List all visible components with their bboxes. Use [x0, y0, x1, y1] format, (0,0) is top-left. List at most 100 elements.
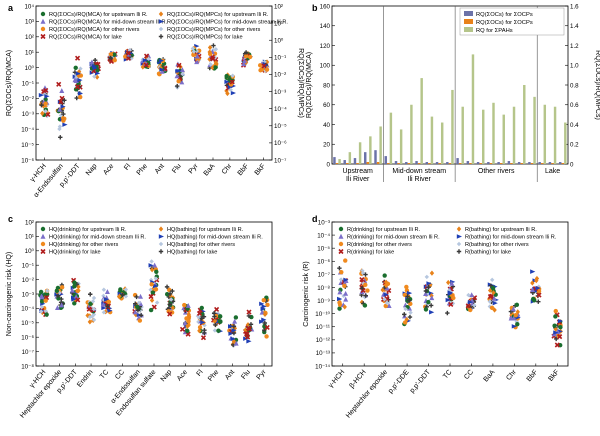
data-point — [69, 287, 75, 293]
data-point — [446, 279, 451, 286]
y-tick-label: 10⁻⁸ — [21, 363, 34, 370]
data-point — [445, 310, 450, 316]
legend-label: RQ(ΣOCs)/RQ(MCA) for lake — [49, 35, 122, 41]
data-point — [38, 309, 44, 314]
y2-tick-label: 10⁻⁷ — [274, 157, 286, 164]
data-point — [176, 62, 182, 68]
y-tick-label: 10² — [25, 34, 34, 41]
data-point — [337, 306, 342, 311]
data-point — [149, 297, 155, 303]
data-point — [554, 342, 560, 348]
data-point — [44, 312, 49, 317]
data-point — [54, 288, 60, 294]
data-point — [199, 305, 204, 311]
data-point — [362, 303, 368, 308]
data-point — [536, 292, 542, 298]
data-point — [158, 226, 164, 232]
data-point — [231, 330, 237, 336]
data-point — [211, 43, 216, 48]
category-label: Phe — [136, 163, 149, 177]
data-point — [338, 277, 344, 282]
data-point — [405, 294, 410, 299]
data-point — [247, 54, 253, 60]
data-point — [227, 84, 233, 90]
bar-ocps-mca — [487, 162, 490, 164]
bar-ocps-mpcs — [366, 162, 370, 164]
data-point — [456, 234, 462, 239]
data-point — [557, 318, 564, 324]
data-point — [212, 311, 217, 316]
data-point — [243, 327, 248, 333]
legend-label: HQ(bathing) for upstream Ili R. — [167, 227, 244, 233]
data-point — [513, 312, 518, 318]
data-point — [342, 304, 347, 310]
bar-ocps-mca — [548, 162, 552, 164]
data-point — [153, 287, 159, 292]
bar-pahs — [399, 129, 403, 164]
data-point — [428, 303, 434, 308]
legend-label: R(bathing) for mid-down stream Ili R. — [465, 235, 557, 241]
category-label: Ace — [102, 163, 115, 177]
bar-pahs — [482, 109, 485, 164]
data-point — [553, 336, 559, 342]
data-point — [553, 330, 559, 335]
data-point — [246, 313, 252, 319]
y-axis-label: RQ(ΣOCs)/RQ(MCA) — [306, 52, 313, 118]
data-point — [91, 306, 97, 312]
data-point — [338, 241, 344, 247]
data-point — [180, 71, 185, 77]
bar-ocps-mca — [425, 162, 429, 164]
data-point — [217, 314, 223, 319]
data-point — [45, 111, 51, 117]
bar-pahs — [543, 104, 547, 164]
data-point — [143, 62, 149, 68]
data-point — [170, 305, 176, 311]
y2-tick-label: 10² — [274, 3, 283, 10]
data-point — [264, 334, 269, 339]
data-point — [488, 283, 494, 288]
data-point — [224, 73, 229, 79]
data-point — [59, 285, 65, 290]
y-tick-label: 10⁻¹⁴ — [315, 363, 330, 370]
data-point — [449, 280, 455, 286]
data-point — [149, 267, 155, 273]
data-point — [230, 336, 236, 342]
data-point — [246, 309, 252, 315]
data-point — [44, 94, 50, 99]
bar-ocps-mca — [364, 152, 367, 164]
y2-tick-label: 0.6 — [570, 102, 579, 109]
data-point — [218, 319, 223, 325]
panel-label: d — [312, 214, 318, 224]
data-point — [86, 306, 92, 312]
data-point — [125, 50, 132, 56]
data-point — [423, 291, 429, 297]
legend-swatch — [464, 19, 473, 24]
data-point — [61, 111, 66, 117]
data-point — [170, 288, 175, 294]
y-tick-label: 10⁻⁵ — [21, 142, 34, 149]
bar-ocps-mpcs — [346, 163, 349, 164]
data-point — [149, 259, 154, 264]
data-point — [363, 293, 368, 298]
data-point — [57, 126, 62, 132]
data-point — [40, 18, 46, 24]
data-point — [158, 234, 164, 239]
data-point — [59, 302, 65, 308]
y-tick-label: 10⁻⁴ — [21, 127, 34, 134]
y-tick-label: 40 — [323, 122, 330, 129]
data-point — [179, 79, 185, 85]
data-point — [260, 306, 266, 311]
bar-ocps-mpcs — [479, 163, 482, 164]
data-point — [261, 63, 267, 69]
data-point — [233, 340, 239, 346]
y-tick-label: 10⁻⁴ — [21, 306, 34, 313]
category-label: BkF — [254, 163, 267, 177]
data-point — [196, 310, 203, 316]
bar-ocps-mca — [353, 158, 357, 164]
data-point — [212, 318, 217, 324]
data-point — [515, 321, 520, 327]
category-label: γ-HCH — [327, 369, 346, 390]
category-label: CC — [463, 369, 475, 381]
data-point — [429, 310, 435, 315]
y2-tick-label: 0.4 — [570, 122, 579, 129]
